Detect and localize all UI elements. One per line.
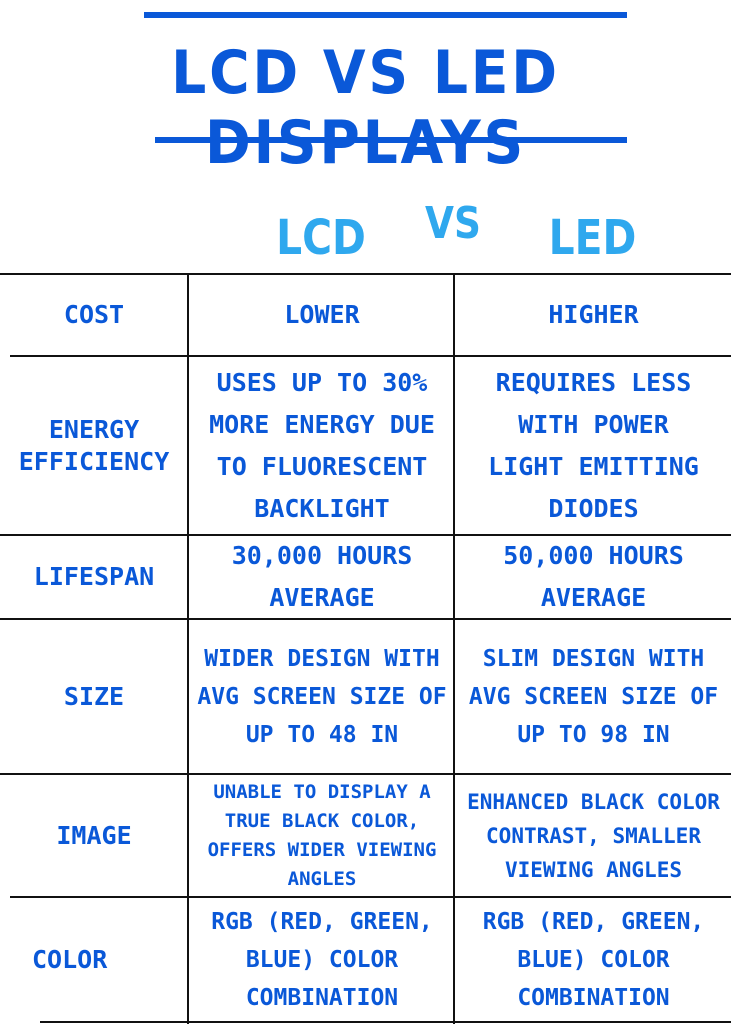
cell-led-image: ENHANCED BLACK COLOR CONTRAST, SMALLER V… <box>467 789 720 882</box>
column-header-lcd: LCD <box>276 210 366 266</box>
row-label-cost: COST <box>63 300 125 329</box>
cell-led-cost: HIGHER <box>548 300 639 329</box>
row-label-image: IMAGE <box>56 820 132 850</box>
cell-lcd-energy-efficiency: USES UP TO 30% MORE ENERGY DUE TO FLUORE… <box>209 367 435 523</box>
cell-lcd-color: RGB (RED, GREEN, BLUE) COLOR COMBINATION <box>211 908 433 1011</box>
cell-led-energy-efficiency: REQUIRES LESS WITH POWER LIGHT EMITTING … <box>488 367 699 523</box>
row-divider <box>10 896 731 898</box>
table-border-top <box>0 273 731 275</box>
row-divider <box>0 534 731 536</box>
row-divider <box>0 618 731 620</box>
page-title: LCD VS LED DISPLAYS <box>171 38 560 178</box>
title-top-rule <box>144 12 627 18</box>
cell-led-size: SLIM DESIGN WITH AVG SCREEN SIZE OF UP T… <box>468 645 719 748</box>
cell-led-lifespan: 50,000 HOURS AVERAGE <box>503 541 684 612</box>
title-bottom-rule <box>155 137 627 143</box>
column-divider-1 <box>187 274 189 1024</box>
cell-lcd-lifespan: 30,000 HOURS AVERAGE <box>231 541 413 612</box>
row-label-color: COLOR <box>32 944 108 974</box>
cell-lcd-image: UNABLE TO DISPLAY A TRUE BLACK COLOR, OF… <box>207 780 437 890</box>
row-label-size: SIZE <box>63 681 125 711</box>
cell-lcd-size: WIDER DESIGN WITH AVG SCREEN SIZE OF UP … <box>197 645 447 748</box>
row-divider <box>10 355 731 357</box>
column-divider-2 <box>453 274 455 1024</box>
cell-lcd-cost: LOWER <box>284 300 360 329</box>
row-divider <box>0 773 731 775</box>
row-label-lifespan: LIFESPAN <box>33 562 155 591</box>
versus-label: VS <box>425 198 481 249</box>
cell-led-color: RGB (RED, GREEN, BLUE) COLOR COMBINATION <box>482 908 705 1011</box>
column-header-led: LED <box>548 210 637 266</box>
row-label-energy-efficiency: ENERGY EFFICIENCY <box>18 414 170 476</box>
table-border-bottom <box>40 1021 731 1023</box>
